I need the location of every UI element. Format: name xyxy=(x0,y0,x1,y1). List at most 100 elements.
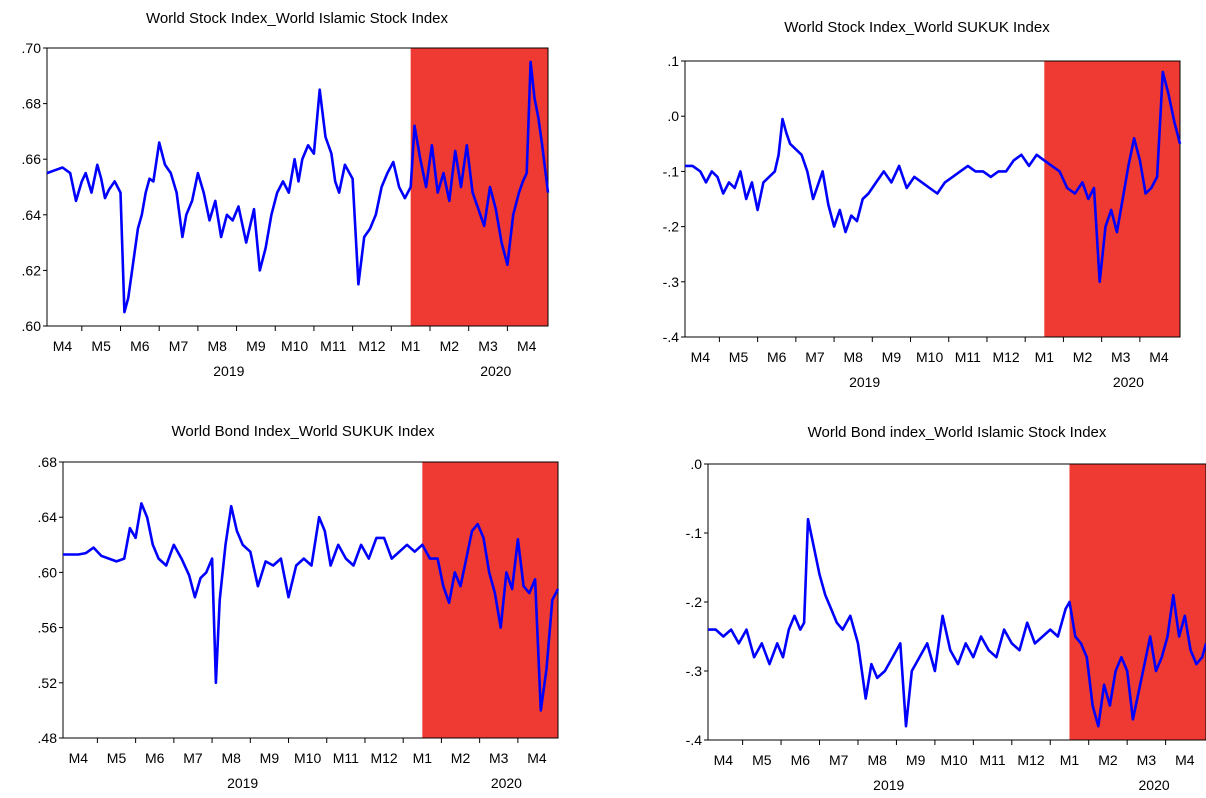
x-tick-label: M4 xyxy=(527,750,547,766)
x-tick-label: M12 xyxy=(992,349,1019,365)
y-tick-label: .68 xyxy=(22,96,42,112)
y-tick-label: -.3 xyxy=(663,274,680,290)
y-tick-label: .70 xyxy=(22,40,42,56)
year-label: 2020 xyxy=(491,775,522,791)
series-line xyxy=(63,502,560,712)
x-tick-label: M2 xyxy=(451,750,471,766)
chart-svg: World Bond index_World Islamic Stock Ind… xyxy=(686,424,1206,793)
x-tick-label: M6 xyxy=(767,349,787,365)
chart-panel-bond-islamic: World Bond index_World Islamic Stock Ind… xyxy=(603,399,1206,798)
y-tick-label: -.2 xyxy=(686,594,703,610)
x-tick-label: M5 xyxy=(729,349,749,365)
x-tick-label: M5 xyxy=(91,338,111,354)
x-tick-label: M6 xyxy=(791,752,811,768)
x-tick-label: M3 xyxy=(1111,349,1131,365)
x-tick-label: M7 xyxy=(169,338,189,354)
x-tick-label: M11 xyxy=(979,752,1005,768)
x-tick-label: M3 xyxy=(1137,752,1157,768)
series-line xyxy=(708,517,1206,728)
series-line xyxy=(685,70,1182,284)
y-tick-label: -.4 xyxy=(663,329,680,345)
year-label: 2020 xyxy=(1139,777,1170,793)
x-tick-label: M1 xyxy=(401,338,421,354)
x-tick-label: M11 xyxy=(320,338,346,354)
y-tick-label: .64 xyxy=(38,509,58,525)
x-tick-label: M9 xyxy=(882,349,902,365)
chart-panel-bond-sukuk: World Bond Index_World SUKUK Index .48 .52… xyxy=(0,399,603,798)
x-tick-label: M8 xyxy=(207,338,227,354)
year-label: 2020 xyxy=(480,363,511,379)
x-tick-label: M11 xyxy=(333,750,359,766)
y-tick-label: .66 xyxy=(22,151,42,167)
y-tick-label: -.1 xyxy=(663,163,680,179)
shaded-region xyxy=(410,48,548,326)
y-tick-label: -.1 xyxy=(686,525,703,541)
plot-frame xyxy=(684,60,1181,338)
x-tick-label: M1 xyxy=(413,750,433,766)
x-tick-label: M12 xyxy=(370,750,397,766)
y-tick-label: .48 xyxy=(38,730,58,746)
x-tick-label: M2 xyxy=(1098,752,1118,768)
series-line xyxy=(46,60,550,314)
x-tick-label: M6 xyxy=(130,338,150,354)
y-tick-label: -.2 xyxy=(663,219,680,235)
y-tick-label: -.3 xyxy=(686,663,703,679)
y-tick-label: .0 xyxy=(667,108,679,124)
x-tick-label: M7 xyxy=(805,349,825,365)
x-tick-label: M10 xyxy=(940,752,967,768)
x-tick-label: M10 xyxy=(281,338,308,354)
chart-svg: World Stock Index_World SUKUK Index -.4 -.… xyxy=(663,19,1182,390)
x-tick-label: M5 xyxy=(752,752,772,768)
x-tick-label: M7 xyxy=(183,750,203,766)
x-tick-label: M9 xyxy=(906,752,926,768)
chart-svg: World Stock Index_World Islamic Stock In… xyxy=(22,10,550,379)
year-label: 2019 xyxy=(873,777,904,793)
x-tick-label: M8 xyxy=(867,752,887,768)
x-tick-label: M2 xyxy=(1073,349,1093,365)
chart-panel-stock-islamic: World Stock Index_World Islamic Stock In… xyxy=(0,0,603,399)
x-tick-label: M4 xyxy=(517,338,537,354)
x-tick-label: M7 xyxy=(829,752,849,768)
chart-panel-stock-sukuk: World Stock Index_World SUKUK Index -.4 -.… xyxy=(603,0,1206,399)
x-tick-label: M3 xyxy=(489,750,509,766)
x-tick-label: M8 xyxy=(221,750,241,766)
y-tick-label: .56 xyxy=(38,620,58,636)
y-tick-label: .62 xyxy=(22,262,42,278)
year-label: 2019 xyxy=(227,775,258,791)
y-tick-label: .60 xyxy=(22,318,42,334)
x-tick-label: M3 xyxy=(478,338,498,354)
chart-title: World Stock Index_World SUKUK Index xyxy=(784,19,1050,36)
x-tick-label: M4 xyxy=(691,349,711,365)
x-tick-label: M10 xyxy=(294,750,321,766)
plot-frame xyxy=(62,461,559,739)
x-tick-label: M4 xyxy=(1175,752,1195,768)
y-tick-label: .0 xyxy=(690,456,702,472)
year-label: 2020 xyxy=(1113,374,1144,390)
chart-title: World Stock Index_World Islamic Stock In… xyxy=(146,10,449,27)
y-tick-label: .60 xyxy=(38,564,58,580)
x-tick-label: M4 xyxy=(69,750,89,766)
year-label: 2019 xyxy=(849,374,880,390)
x-tick-label: M8 xyxy=(843,349,863,365)
x-tick-label: M12 xyxy=(1017,752,1044,768)
x-tick-label: M1 xyxy=(1060,752,1080,768)
x-tick-label: M6 xyxy=(145,750,165,766)
y-tick-label: .68 xyxy=(38,454,58,470)
x-tick-label: M4 xyxy=(714,752,734,768)
y-tick-label: .1 xyxy=(667,53,679,69)
x-tick-label: M9 xyxy=(246,338,266,354)
y-tick-label: .64 xyxy=(22,207,42,223)
shaded-region xyxy=(422,462,558,738)
x-tick-label: M5 xyxy=(107,750,127,766)
chart-title: World Bond Index_World SUKUK Index xyxy=(172,423,435,440)
chart-title: World Bond index_World Islamic Stock Ind… xyxy=(808,424,1107,441)
x-tick-label: M4 xyxy=(1149,349,1169,365)
y-tick-label: -.4 xyxy=(686,732,703,748)
x-tick-label: M2 xyxy=(440,338,460,354)
chart-svg: World Bond Index_World SUKUK Index .48 .52… xyxy=(38,423,560,791)
x-tick-label: M10 xyxy=(916,349,943,365)
x-tick-label: M12 xyxy=(358,338,385,354)
year-label: 2019 xyxy=(213,363,244,379)
x-tick-label: M4 xyxy=(53,338,73,354)
y-tick-label: .52 xyxy=(38,675,58,691)
